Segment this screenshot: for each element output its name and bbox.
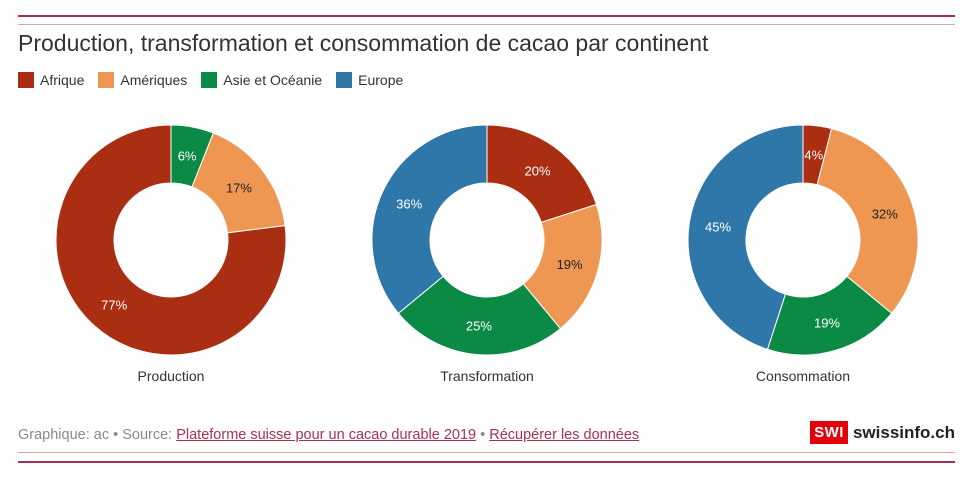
slice-consommation-asie-et-oceanie[interactable] bbox=[766, 275, 893, 356]
slice-transformation-europe[interactable] bbox=[371, 124, 488, 315]
data-label-consommation-europe: 45% bbox=[705, 220, 731, 235]
slice-consommation-europe[interactable] bbox=[687, 124, 804, 351]
top-rule bbox=[18, 15, 955, 17]
legend-swatch bbox=[336, 72, 353, 88]
chart-title: Production, transformation et consommati… bbox=[18, 30, 709, 56]
data-label-transformation-ameriques: 19% bbox=[557, 257, 583, 272]
bottom-rule bbox=[18, 461, 955, 463]
data-label-consommation-ameriques: 32% bbox=[872, 206, 898, 221]
legend-label: Asie et Océanie bbox=[223, 72, 323, 88]
footer-prefix: Graphique: ac • Source: bbox=[18, 427, 177, 443]
footer: Graphique: ac • Source: Plateforme suiss… bbox=[18, 427, 639, 443]
swissinfo-logo[interactable]: SWI swissinfo.ch bbox=[810, 421, 955, 444]
slice-consommation-ameriques[interactable] bbox=[816, 128, 919, 315]
legend-swatch bbox=[201, 72, 218, 88]
data-label-consommation-asie-et-oceanie: 19% bbox=[814, 316, 840, 331]
legend-swatch bbox=[98, 72, 115, 88]
slice-transformation-ameriques[interactable] bbox=[522, 203, 603, 330]
chart-caption-transformation: Transformation bbox=[440, 368, 534, 384]
logo-swi-box: SWI bbox=[810, 421, 848, 444]
slice-production-afrique[interactable] bbox=[55, 124, 287, 356]
chart-caption-production: Production bbox=[138, 368, 205, 384]
legend-label: Europe bbox=[358, 72, 404, 88]
slice-transformation-asie-et-oceanie[interactable] bbox=[397, 275, 562, 356]
legend-item-europe[interactable]: Europe bbox=[336, 72, 403, 88]
data-label-consommation-afrique: 4% bbox=[804, 148, 823, 163]
legend-item-ameriques[interactable]: Amériques bbox=[98, 72, 187, 88]
source-link[interactable]: Plateforme suisse pour un cacao durable … bbox=[176, 427, 477, 443]
legend-swatch bbox=[18, 72, 34, 88]
data-label-production-afrique: 77% bbox=[101, 298, 127, 313]
legend-label: Amériques bbox=[120, 72, 188, 88]
data-label-transformation-asie-et-oceanie: 25% bbox=[466, 319, 492, 334]
legend: Afrique Amériques Asie et Océanie Europe bbox=[18, 72, 417, 88]
data-label-transformation-afrique: 20% bbox=[525, 163, 551, 178]
top-rule-thin bbox=[18, 24, 955, 25]
legend-label: Afrique bbox=[40, 72, 85, 88]
legend-item-asie-oceanie[interactable]: Asie et Océanie bbox=[201, 72, 322, 88]
footer-separator: • bbox=[476, 427, 490, 443]
legend-item-afrique[interactable]: Afrique bbox=[18, 72, 84, 88]
bottom-rule-thin bbox=[18, 452, 955, 453]
logo-text: swissinfo.ch bbox=[852, 422, 955, 442]
data-label-production-asie-et-oceanie: 6% bbox=[178, 149, 197, 164]
data-label-production-ameriques: 17% bbox=[226, 180, 252, 195]
download-data-link[interactable]: Récupérer les données bbox=[489, 427, 640, 443]
data-label-transformation-europe: 36% bbox=[396, 196, 422, 211]
slice-transformation-afrique[interactable] bbox=[486, 124, 598, 224]
chart-caption-consommation: Consommation bbox=[756, 368, 850, 384]
